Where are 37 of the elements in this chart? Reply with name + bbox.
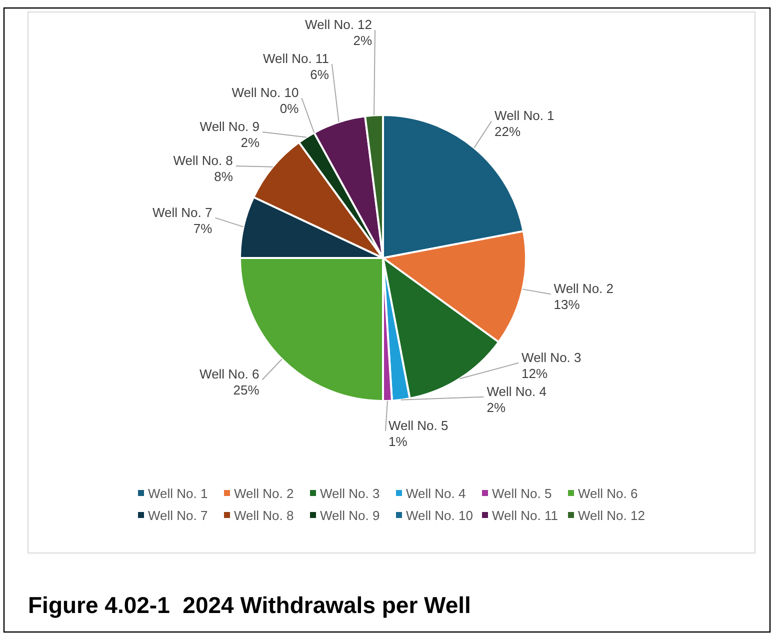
text: 0% xyxy=(280,101,299,116)
data-label: 6% xyxy=(310,67,330,82)
legend-label: Well No. 2 xyxy=(234,486,294,501)
legend-label: Well No. 12 xyxy=(578,508,645,523)
data-label: 12% xyxy=(522,366,548,381)
legend-label: Well No. 9 xyxy=(320,508,380,523)
slice-label: Well No. 5 xyxy=(388,418,448,433)
data-label: 2% xyxy=(240,135,260,150)
category-label: Well No. 10 xyxy=(232,85,299,100)
legend-label: Well No. 6 xyxy=(578,486,638,501)
slice-label: Well No. 12 xyxy=(305,17,372,32)
data-label: 2% xyxy=(486,400,506,415)
data-label: 8% xyxy=(214,169,234,184)
legend-label: Well No. 4 xyxy=(406,486,466,501)
slice-label: Well No. 1 xyxy=(494,108,554,124)
legend-label: Well No. 3 xyxy=(320,486,380,501)
slice-label: Well No. 9 xyxy=(200,119,260,134)
text: Figure 4.02-1 2024 Withdrawals per Well xyxy=(28,592,471,618)
slice-label: Well No. 8 xyxy=(173,153,233,168)
data-label: 1% xyxy=(388,434,408,449)
legend-label: Well No. 11 xyxy=(492,508,558,523)
data-label: 25% xyxy=(233,382,260,398)
slice-label: Well No. 2 xyxy=(554,281,614,296)
legend-label: Well No. 5 xyxy=(492,486,552,501)
data-label: 7% xyxy=(193,220,213,236)
data-label: 13% xyxy=(554,297,580,312)
slice-label: Well No. 11 xyxy=(262,51,329,66)
slice-label: Well No. 3 xyxy=(522,350,582,365)
data-label: 22% xyxy=(494,124,522,140)
legend-label: Well No. 7 xyxy=(148,508,208,523)
legend-label: Well No. 1 xyxy=(148,486,208,501)
data-label: 2% xyxy=(353,33,372,48)
slice-label: Well No. 6 xyxy=(200,366,260,382)
slice-label: Well No. 4 xyxy=(486,384,547,399)
legend-label: Well No. 10 xyxy=(406,508,473,523)
slice-label: Well No. 7 xyxy=(152,204,212,220)
legend-label: Well No. 8 xyxy=(234,508,294,523)
